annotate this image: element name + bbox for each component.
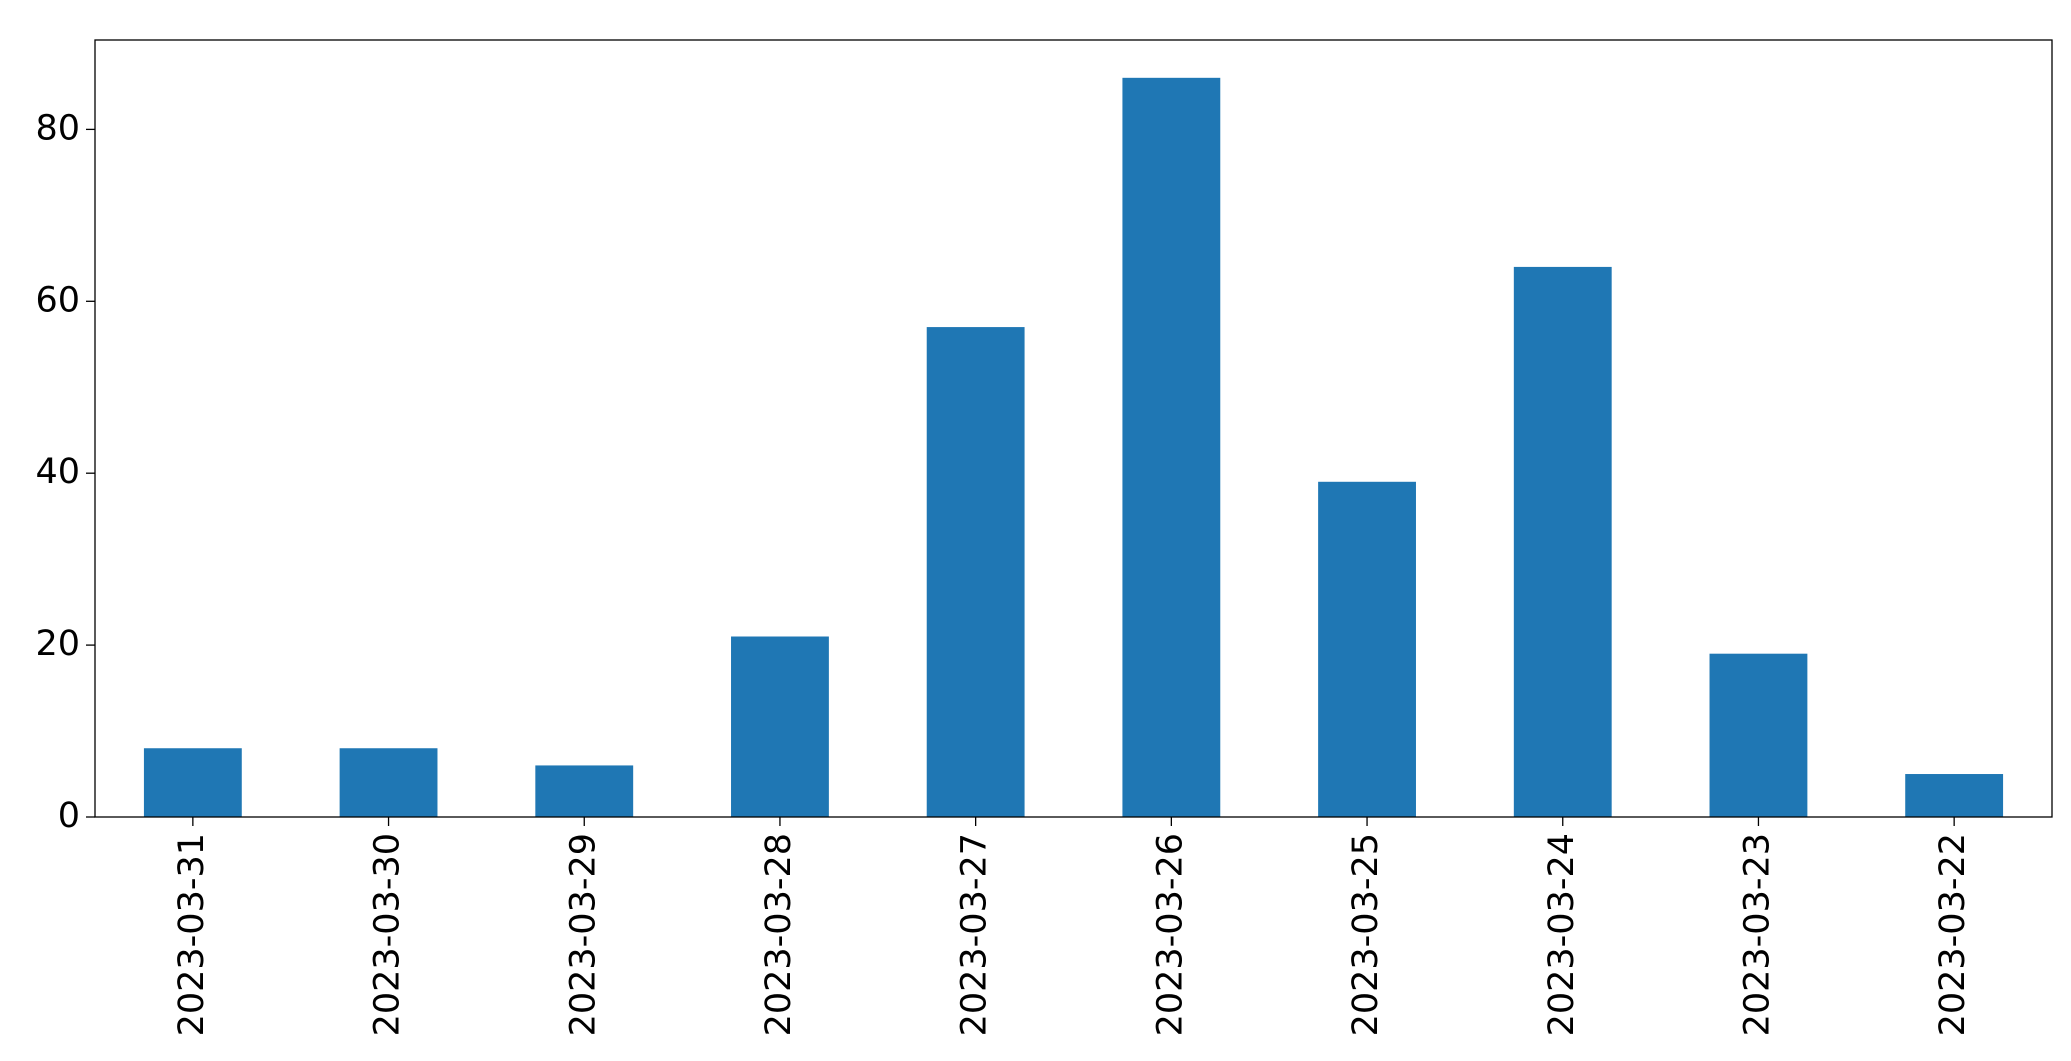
bar: [1709, 653, 1808, 817]
y-tick-label: 0: [58, 796, 80, 836]
bar: [1513, 266, 1612, 817]
bar: [143, 748, 242, 817]
y-tick-label: 40: [35, 452, 80, 492]
x-tick-label: 2023-03-23: [1737, 833, 1777, 1036]
bar: [1318, 481, 1416, 817]
x-tick-label: 2023-03-29: [563, 833, 603, 1036]
x-tick-label: 2023-03-26: [1150, 833, 1190, 1036]
bar: [339, 748, 438, 817]
y-tick-label: 60: [35, 280, 80, 320]
x-tick-label: 2023-03-31: [172, 833, 212, 1036]
y-tick-label: 80: [35, 108, 80, 148]
x-tick-label: 2023-03-22: [1933, 833, 1973, 1036]
bar: [1905, 774, 2004, 817]
x-tick-label: 2023-03-25: [1346, 833, 1386, 1036]
y-tick-label: 20: [35, 624, 80, 664]
x-tick-label: 2023-03-27: [955, 833, 995, 1036]
x-tick-label: 2023-03-28: [759, 833, 799, 1036]
x-tick-label: 2023-03-24: [1542, 833, 1582, 1036]
bar: [731, 636, 829, 817]
x-tick-label: 2023-03-30: [368, 833, 408, 1036]
bar: [926, 327, 1025, 817]
bar: [1122, 77, 1221, 817]
bar: [535, 765, 634, 817]
plot-frame: [94, 39, 2053, 818]
